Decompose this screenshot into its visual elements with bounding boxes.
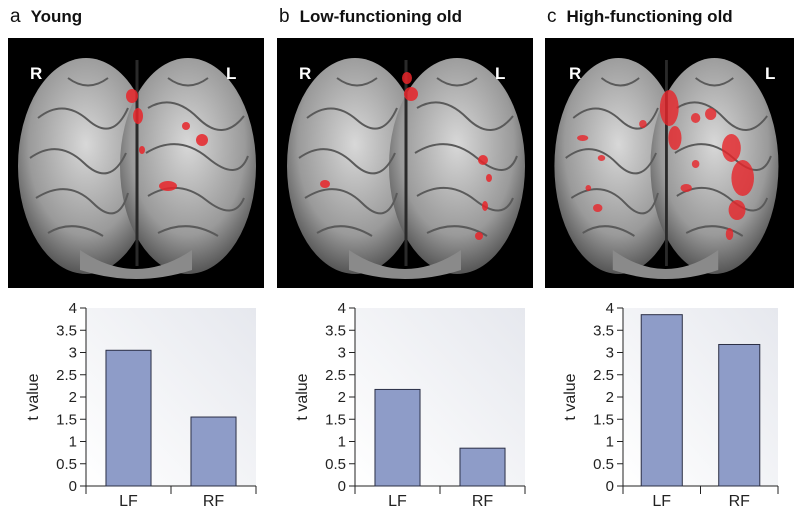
y-axis-label: t value	[294, 373, 311, 420]
y-tick-label: 1.5	[325, 411, 346, 428]
x-category-label: LF	[652, 493, 671, 509]
cerebellum	[349, 250, 461, 279]
y-tick-label: 4	[338, 300, 346, 317]
panel-title: b Low-functioning old	[279, 6, 462, 28]
bar-rf	[718, 343, 761, 487]
activation-spots	[126, 89, 208, 191]
brain-hemisphere-left	[120, 58, 256, 274]
brain-hemisphere-left	[650, 58, 779, 274]
brain-image: R L	[8, 38, 264, 288]
y-tick-label: 3	[606, 345, 614, 362]
side-label-right: R	[569, 64, 582, 83]
x-category-label: RF	[729, 493, 751, 509]
y-tick-label: 1	[606, 434, 614, 451]
y-tick-label: 4	[606, 300, 614, 317]
y-tick-label: 2	[69, 389, 77, 406]
cerebellum	[80, 250, 192, 279]
y-tick-label: 0.5	[325, 456, 346, 473]
y-tick-label: 2	[606, 389, 614, 406]
y-tick-label: 1.5	[593, 411, 614, 428]
panel-b: b Low-functioning old	[277, 0, 533, 509]
y-tick-label: 1.5	[56, 411, 77, 428]
y-tick-label: 2.5	[593, 367, 614, 384]
brain-illustration	[18, 58, 256, 279]
brain-image: R L	[545, 38, 794, 288]
side-label-left: L	[495, 64, 506, 83]
y-tick-label: 3.5	[325, 322, 346, 339]
panel-name: Young	[30, 7, 83, 26]
bar-chart-b: 0 0.5 1 1.5 2 2.5 3 3.5 4 t value LF RF	[294, 300, 526, 509]
bar-lf	[640, 314, 683, 487]
bar-chart-c: 0 0.5 1 1.5 2 2.5 3 3.5 4 t value LF RF	[562, 300, 779, 509]
bar-lf	[374, 388, 421, 487]
y-tick-label: 0	[338, 478, 346, 495]
bar-chart-a: 0 0.5 1 1.5 2 2.5 3 3.5 4 t value LF RF	[25, 300, 257, 509]
gyri-lines	[298, 77, 518, 237]
y-tick-label: 3	[69, 345, 77, 362]
y-tick-label: 4	[69, 300, 77, 317]
panel-c: c High-functioning old	[545, 0, 794, 509]
y-tick-label: 3	[338, 345, 346, 362]
y-tick-label: 2	[338, 389, 346, 406]
x-category-label: RF	[203, 493, 225, 509]
side-label-left: L	[226, 64, 237, 83]
y-tick-label: 0.5	[56, 456, 77, 473]
panel-title: c High-functioning old	[547, 6, 733, 28]
activation-spots	[320, 72, 492, 240]
bar-lf	[105, 349, 152, 487]
activation-spots	[577, 90, 754, 240]
y-axis-label: t value	[562, 373, 579, 420]
panel-a: a Young	[8, 0, 264, 509]
side-label-left: L	[765, 64, 776, 83]
panel-letter: a	[10, 6, 21, 27]
y-tick-label: 0	[606, 478, 614, 495]
panel-letter: b	[279, 6, 290, 27]
y-tick-label: 3.5	[56, 322, 77, 339]
y-tick-label: 1	[69, 434, 77, 451]
y-tick-label: 0	[69, 478, 77, 495]
x-category-label: LF	[119, 493, 138, 509]
side-label-right: R	[299, 64, 312, 83]
x-category-label: RF	[472, 493, 494, 509]
bar-rf	[459, 447, 506, 487]
brain-image: R L	[277, 38, 533, 288]
panel-name: High-functioning old	[566, 7, 733, 26]
x-category-label: LF	[388, 493, 407, 509]
y-tick-label: 2.5	[325, 367, 346, 384]
bar-rf	[190, 416, 237, 487]
panel-name: Low-functioning old	[299, 7, 462, 26]
y-tick-label: 0.5	[593, 456, 614, 473]
cerebellum	[612, 250, 719, 279]
side-label-right: R	[30, 64, 43, 83]
y-axis-label: t value	[25, 373, 42, 420]
brain-illustration	[554, 58, 779, 279]
chart-c: 0 0.5 1 1.5 2 2.5 3 3.5 4 t value LF RF	[545, 292, 786, 509]
brain-illustration	[287, 58, 525, 279]
panel-letter: c	[547, 6, 557, 27]
brain-hemisphere-left	[389, 58, 525, 274]
y-tick-label: 2.5	[56, 367, 77, 384]
panel-title: a Young	[10, 6, 82, 28]
chart-a: 0 0.5 1 1.5 2 2.5 3 3.5 4 t value LF RF	[8, 292, 264, 509]
y-tick-label: 1	[338, 434, 346, 451]
chart-b: 0 0.5 1 1.5 2 2.5 3 3.5 4 t value LF RF	[277, 292, 533, 509]
y-tick-label: 3.5	[593, 322, 614, 339]
